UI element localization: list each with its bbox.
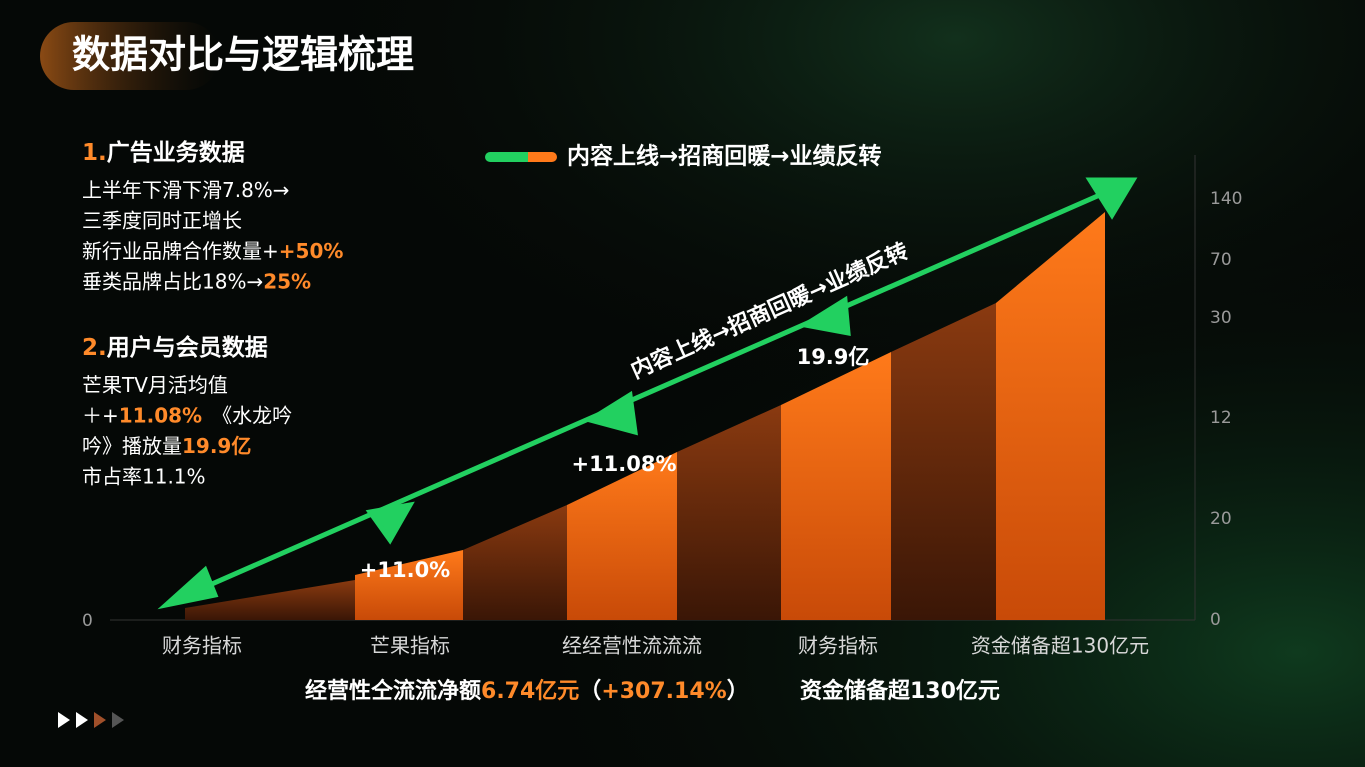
text-run: 上半年下滑下滑7.8%→: [82, 178, 290, 202]
text-run: ）: [727, 679, 749, 704]
text-run: 三季度同时正增长: [82, 208, 242, 232]
right-axis-label: 140: [1210, 189, 1242, 209]
arrowhead: [798, 295, 851, 337]
text-run: ＋+: [82, 403, 119, 427]
arrowhead: [583, 390, 638, 436]
right-axis: 140 70 30 12 20 0: [1210, 189, 1242, 630]
text-run: +50%: [279, 239, 344, 263]
section-number: 1.: [82, 140, 107, 166]
section-number: 2.: [82, 335, 107, 361]
nav-arrow: [94, 712, 106, 728]
nav-arrow: [112, 712, 124, 728]
arrowhead: [157, 565, 219, 610]
text-run: 11.08%: [119, 403, 202, 427]
nav-arrow: [58, 712, 70, 728]
title-pill: [40, 22, 220, 90]
right-axis-label: 20: [1210, 509, 1232, 529]
body-line: 上半年下滑下滑7.8%→: [82, 178, 290, 202]
section-heading: 2.用户与会员数据: [82, 334, 268, 361]
segment: [567, 452, 677, 620]
text-run: 芒果TV月活均值: [82, 373, 228, 397]
arrowhead: [1085, 177, 1138, 220]
text-run: 吟》播放量: [82, 434, 182, 458]
body-line: 垂类品牌占比18%→25%: [82, 269, 311, 293]
text-run: 新行业品牌合作数量+: [82, 239, 279, 263]
segment: [355, 550, 463, 620]
point-label: +11.0%: [360, 558, 450, 582]
point-label: 19.9亿: [797, 345, 870, 369]
title: 数据对比与逻辑梳理: [72, 33, 414, 77]
section-title: 广告业务数据: [107, 139, 245, 166]
text-run: （: [579, 679, 601, 704]
left-axis-label: 0: [82, 611, 93, 631]
text-run: 垂类品牌占比18%→: [82, 269, 263, 293]
slide-nav: [58, 712, 124, 728]
segment: [677, 405, 781, 620]
right-axis-label: 70: [1210, 250, 1232, 270]
body-line: 吟》播放量19.9亿: [82, 434, 251, 458]
text-run: +307.14%: [601, 679, 726, 704]
segment: [781, 352, 891, 620]
body-line: ＋+11.08% 《水龙吟: [82, 403, 292, 427]
nav-arrow: [76, 712, 88, 728]
arrow-line: [178, 184, 1120, 601]
body-line: 新行业品牌合作数量++50%: [82, 239, 343, 263]
segment: [463, 505, 567, 620]
right-axis-label: 30: [1210, 308, 1232, 328]
segment: [185, 580, 355, 620]
x-label: 芒果指标: [370, 634, 450, 658]
text-run: 《水龙吟: [202, 403, 292, 427]
body-line: 市占率11.1%: [82, 464, 206, 488]
area-shape: [185, 212, 1105, 620]
legend-text: 内容上线→招商回暖→业绩反转: [567, 143, 882, 170]
trend-arrows: [157, 177, 1138, 610]
footer: 经营性仝流流净额6.74亿元（+307.14%） 资金储备超130亿元: [305, 678, 1000, 704]
text-run: 6.74亿元: [481, 679, 579, 704]
text-run: 资金储备超130亿元: [800, 678, 1000, 704]
text-run: 19.9亿: [182, 434, 251, 458]
right-axis-label: 0: [1210, 610, 1221, 630]
x-axis: 财务指标 芒果指标 经经营性流流流 财务指标 资金储备超130亿元: [162, 634, 1149, 658]
x-label: 经经营性流流流: [562, 634, 702, 658]
footer-line: 资金储备超130亿元: [800, 678, 1000, 704]
body-line: 芒果TV月活均值: [82, 373, 228, 397]
body-line: 三季度同时正增长: [82, 208, 242, 232]
text-run: 市占率11.1%: [82, 464, 206, 488]
legend-swatch: [485, 152, 557, 162]
segment: [891, 303, 996, 620]
section-heading: 1.广告业务数据: [82, 139, 245, 166]
arrowhead: [365, 501, 415, 545]
x-label: 财务指标: [798, 634, 878, 658]
x-label: 资金储备超130亿元: [971, 634, 1149, 658]
text-run: 经营性仝流流净额: [305, 678, 481, 704]
section-title: 用户与会员数据: [107, 334, 268, 361]
point-label: +11.08%: [571, 452, 676, 476]
segment: [996, 212, 1105, 620]
right-axis-label: 12: [1210, 408, 1232, 428]
text-run: 25%: [263, 269, 311, 293]
footer-line: 经营性仝流流净额6.74亿元（+307.14%）: [305, 678, 749, 704]
x-label: 财务指标: [162, 634, 242, 658]
